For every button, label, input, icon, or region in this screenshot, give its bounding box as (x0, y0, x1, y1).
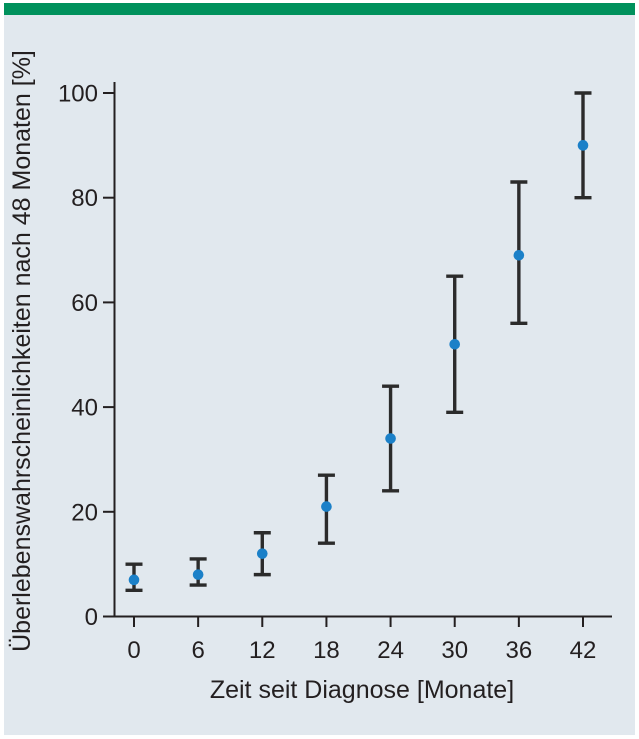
error-bar-point (446, 274, 464, 415)
x-axis-label: Zeit seit Diagnose [Monate] (210, 676, 514, 704)
y-axis-ticks: 0 20 40 60 80 100 (58, 81, 114, 631)
y-tick-label: 100 (58, 81, 98, 108)
data-point-marker (256, 548, 268, 559)
error-bar-point (189, 557, 207, 587)
chart-panel-background (4, 3, 635, 735)
data-series (125, 91, 592, 593)
x-tick-label: 18 (313, 637, 340, 664)
panel-top-accent-bar (4, 3, 635, 15)
x-axis-ticks: 0 6 12 18 24 30 36 42 (127, 616, 597, 664)
y-axis-label: Überlebenswahrscheinlichkeiten nach 48 M… (8, 50, 36, 652)
error-bar-point (125, 562, 143, 593)
data-point-marker (449, 338, 461, 350)
x-tick-label: 6 (191, 637, 204, 664)
data-point-marker (192, 569, 204, 580)
x-tick-label: 12 (249, 637, 276, 664)
x-tick-label: 36 (506, 637, 533, 664)
x-tick-label: 30 (441, 637, 468, 664)
error-bar-point (510, 180, 528, 326)
data-point-marker (128, 574, 140, 586)
error-bar-point (317, 473, 335, 545)
y-tick-label: 0 (85, 604, 98, 631)
y-tick-label: 40 (71, 395, 98, 422)
error-bar-point (382, 384, 400, 493)
y-tick-label: 80 (71, 185, 98, 212)
x-tick-label: 0 (127, 637, 140, 664)
error-bar-point (574, 91, 592, 200)
y-tick-label: 20 (71, 499, 98, 526)
data-point-marker (321, 501, 332, 512)
x-tick-label: 24 (377, 637, 404, 664)
y-tick-label: 60 (71, 290, 98, 317)
error-bar-point (253, 531, 271, 577)
x-tick-label: 42 (570, 637, 597, 664)
data-point-marker (513, 249, 525, 261)
data-point-marker (577, 140, 589, 151)
data-point-marker (385, 433, 396, 444)
